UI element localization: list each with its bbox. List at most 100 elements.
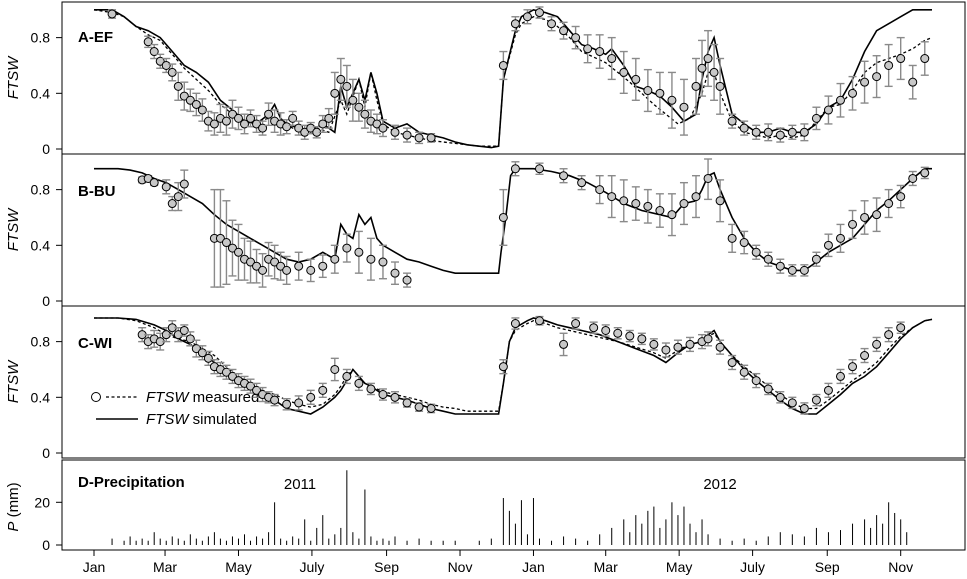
measured-point-a-ef-25 — [288, 113, 298, 123]
measured-point-c-wi-11 — [203, 353, 213, 363]
measured-point-a-ef-57 — [643, 86, 653, 96]
measured-point-a-ef-79 — [884, 60, 894, 70]
measured-point-c-wi-19 — [252, 385, 262, 395]
measured-point-a-ef-37 — [360, 109, 370, 119]
measured-point-c-wi-61 — [823, 385, 833, 395]
measured-point-a-ef-75 — [835, 95, 845, 105]
measured-point-c-wi-64 — [860, 351, 870, 361]
legend-simulated-italic: FTSW — [146, 411, 190, 428]
x-tick-label-3: July — [299, 559, 324, 575]
measured-point-b-bu-54 — [823, 240, 833, 250]
measured-point-c-wi-10 — [197, 348, 207, 358]
measured-point-a-ef-47 — [522, 12, 532, 22]
measured-point-c-wi-26 — [318, 385, 328, 395]
measured-point-a-ef-2 — [149, 47, 159, 57]
x-tick-label-6: Jan — [522, 559, 545, 575]
measured-point-b-bu-49 — [763, 254, 773, 264]
year-label-2011: 2011 — [284, 476, 316, 493]
measured-point-c-wi-58 — [787, 398, 797, 408]
measured-point-c-wi-37 — [510, 319, 520, 329]
x-tick-label-11: Nov — [888, 559, 913, 575]
measured-point-b-bu-5 — [173, 192, 183, 202]
y-tick-label-c-wi-2: 0.8 — [31, 334, 51, 350]
measured-point-a-ef-30 — [318, 119, 328, 129]
measured-point-a-ef-3 — [155, 56, 165, 66]
measured-point-a-ef-77 — [860, 77, 870, 87]
y-tick-label-precip-0: 0 — [42, 537, 50, 553]
measured-point-a-ef-54 — [607, 54, 617, 64]
measured-point-a-ef-41 — [390, 127, 400, 137]
panel-frame-b — [61, 153, 966, 307]
measured-point-c-wi-36 — [498, 362, 508, 372]
measured-point-a-ef-9 — [191, 99, 201, 109]
measured-point-b-bu-52 — [799, 265, 809, 275]
measured-point-c-wi-22 — [270, 395, 280, 405]
measured-point-a-ef-74 — [823, 105, 833, 115]
y-tick-label-a-ef-2: 0.8 — [31, 30, 51, 46]
measured-point-a-ef-19 — [252, 119, 262, 129]
measured-point-b-bu-14 — [252, 261, 262, 271]
measured-point-c-wi-33 — [402, 398, 412, 408]
measured-point-b-bu-25 — [354, 247, 364, 257]
measured-point-a-ef-6 — [173, 81, 183, 91]
measured-point-b-bu-6 — [179, 179, 189, 189]
measured-point-a-ef-33 — [336, 74, 346, 84]
measured-point-a-ef-58 — [655, 88, 665, 98]
measured-point-a-ef-42 — [402, 130, 412, 140]
measured-point-b-bu-8 — [215, 233, 225, 243]
measured-point-a-ef-46 — [510, 19, 520, 29]
x-tick-label-8: May — [666, 559, 692, 575]
y-tick-label-b-bu-0: 0 — [42, 293, 50, 309]
chart-marks: 0 0.4 0.8 0 0.4 0.8 0 0.4 0.8 0 20 Jan Mar May July Sep… — [31, 6, 933, 575]
measured-point-c-wi-28 — [342, 371, 352, 381]
simulated-line-b-bu — [94, 167, 932, 274]
measured-point-b-bu-10 — [227, 243, 237, 253]
measured-point-a-ef-63 — [703, 54, 713, 64]
measured-point-a-ef-81 — [908, 77, 918, 87]
measured-point-b-bu-62 — [920, 168, 930, 178]
measured-point-b-bu-60 — [896, 192, 906, 202]
legend: FTSW measured FTSW simulated — [91, 389, 260, 428]
measured-point-b-bu-34 — [577, 178, 587, 188]
measured-point-c-wi-8 — [185, 334, 195, 344]
measured-point-b-bu-3 — [161, 182, 171, 192]
measured-point-b-bu-48 — [751, 247, 761, 257]
measured-point-a-ef-61 — [691, 81, 701, 91]
measured-point-b-bu-20 — [294, 261, 304, 271]
measured-point-a-ef-64 — [709, 67, 719, 77]
measured-point-b-bu-43 — [691, 192, 701, 202]
measured-point-c-wi-53 — [727, 358, 737, 368]
measured-point-b-bu-11 — [233, 247, 243, 257]
measured-point-b-bu-24 — [342, 243, 352, 253]
y-tick-label-c-wi-1: 0.4 — [31, 389, 51, 405]
measured-point-c-wi-59 — [799, 403, 809, 413]
measured-point-c-wi-45 — [637, 334, 647, 344]
panel-label-a: A-EF — [78, 29, 113, 46]
measured-point-b-bu-37 — [619, 196, 629, 206]
measured-point-a-ef-1 — [143, 37, 153, 47]
legend-measured-rest: measured — [189, 389, 260, 406]
measured-point-b-bu-26 — [366, 254, 376, 264]
x-tick-label-10: Sep — [815, 559, 840, 575]
measured-point-c-wi-56 — [763, 384, 773, 394]
measured-point-a-ef-32 — [330, 88, 340, 98]
y-tick-label-precip-1: 20 — [34, 494, 50, 510]
measured-point-c-wi-63 — [848, 362, 858, 372]
measured-point-c-wi-62 — [835, 371, 845, 381]
measured-point-a-ef-45 — [498, 60, 508, 70]
measured-point-a-ef-17 — [240, 119, 250, 129]
measured-point-a-ef-0 — [107, 9, 117, 19]
measured-point-a-ef-80 — [896, 54, 906, 64]
measured-point-a-ef-31 — [324, 113, 334, 123]
x-tick-label-5: Nov — [448, 559, 473, 575]
measured-point-b-bu-23 — [330, 254, 340, 264]
measured-point-c-wi-60 — [811, 395, 821, 405]
measured-point-c-wi-40 — [571, 319, 581, 329]
y-tick-label-c-wi-0: 0 — [42, 445, 50, 461]
measured-point-c-wi-32 — [390, 392, 400, 402]
measured-point-b-bu-9 — [221, 238, 231, 248]
measured-point-a-ef-50 — [559, 26, 569, 36]
measured-point-b-bu-55 — [835, 233, 845, 243]
measured-point-a-ef-7 — [179, 91, 189, 101]
measured-point-a-ef-51 — [571, 33, 581, 43]
